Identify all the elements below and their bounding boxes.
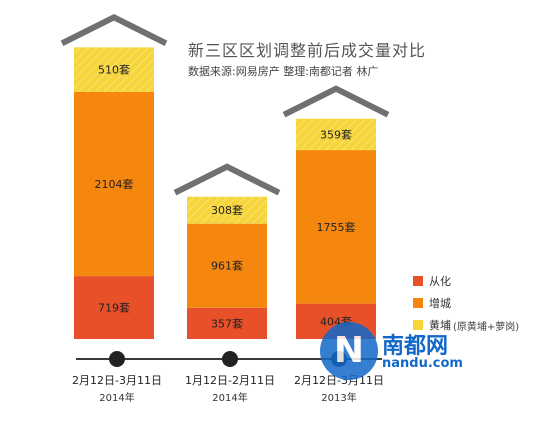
legend-label: 增城 (429, 297, 451, 310)
timeline-dot (109, 351, 125, 367)
bar-value-label: 308套 (211, 204, 243, 217)
bar-zengcheng (296, 150, 376, 304)
bar-conghua (187, 307, 267, 339)
bar-huangpu (74, 47, 154, 92)
nandu-logo-icon: N (320, 322, 378, 380)
category-year-label: 2014年 (212, 391, 247, 404)
roof-icon (60, 14, 168, 47)
roof-icon (173, 163, 281, 196)
legend-label: 黄埔 (429, 319, 451, 332)
bar-value-label: 2104套 (95, 178, 134, 191)
legend-item-conghua: 从化 (413, 270, 519, 292)
nandu-watermark: N 南都网 nandu.com (320, 322, 470, 382)
bar-value-label: 1755套 (317, 221, 356, 234)
legend-item-zengcheng: 增城 (413, 292, 519, 314)
bar-value-label: 359套 (320, 128, 352, 141)
bar-huangpu (187, 196, 267, 224)
bar-value-label: 961套 (211, 260, 243, 273)
category-year-label: 2013年 (321, 391, 356, 404)
bar-conghua (74, 276, 154, 339)
bar-value-label: 719套 (98, 302, 130, 315)
legend-swatch (413, 298, 423, 308)
category-date-label: 2月12日-3月11日 (294, 374, 384, 387)
chart-title: 新三区区划调整前后成交量对比 (188, 41, 427, 60)
timeline-dot (222, 351, 238, 367)
chart-subtitle: 数据来源:网易房产 整理:南都记者 林广 (188, 65, 379, 78)
category-date-label: 2月12日-3月11日 (72, 374, 162, 387)
watermark-name: 南都网 (382, 334, 449, 359)
roof-icon (282, 85, 390, 118)
legend-label: 从化 (429, 275, 451, 288)
category-date-label: 1月12日-2月11日 (185, 374, 275, 387)
watermark-url: nandu.com (382, 356, 463, 371)
legend-swatch (413, 276, 423, 286)
legend-note: (原黄埔+萝岗) (453, 321, 520, 333)
bar-huangpu (296, 118, 376, 151)
category-year-label: 2014年 (99, 391, 134, 404)
bar-zengcheng (187, 223, 267, 308)
legend-swatch (413, 320, 423, 330)
legend: 从化 增城 黄埔 (原黄埔+萝岗) (413, 270, 519, 336)
legend-item-huangpu: 黄埔 (原黄埔+萝岗) (413, 314, 519, 336)
bar-value-label: 357套 (211, 317, 243, 330)
bar-zengcheng (74, 91, 154, 277)
bar-value-label: 510套 (98, 64, 130, 77)
